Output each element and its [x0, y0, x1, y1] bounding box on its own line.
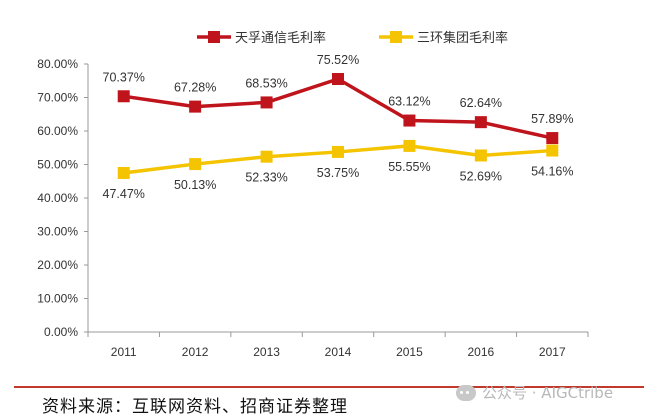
- watermark-text: 公众号 · AIGCtribe: [482, 384, 614, 402]
- data-point-marker: [474, 116, 487, 129]
- data-labels: 70.37% 67.28% 68.53% 75.52% 63.12% 62.64% 57.8…: [103, 53, 574, 201]
- data-point-marker: [546, 144, 559, 157]
- data-point-marker: [189, 100, 202, 113]
- data-point-marker: [117, 90, 130, 103]
- x-axis: 2011 2012 2013 2014 2015 2016 2017: [87, 331, 589, 359]
- y-tick-label: 60.00%: [37, 124, 78, 138]
- legend-label: 天孚通信毛利率: [235, 30, 326, 46]
- data-point-marker: [189, 158, 202, 171]
- x-tick-label: 2014: [325, 345, 352, 359]
- legend: 天孚通信毛利率 三环集团毛利率: [197, 30, 508, 46]
- y-tick-label: 10.00%: [37, 292, 78, 306]
- y-tick-label: 80.00%: [37, 57, 78, 71]
- data-label: 70.37%: [103, 70, 145, 84]
- y-tick-label: 20.00%: [37, 258, 78, 272]
- data-point-marker: [332, 73, 344, 86]
- data-label: 68.53%: [245, 76, 287, 90]
- y-tick-label: 0.00%: [44, 325, 78, 339]
- x-tick-label: 2011: [111, 345, 137, 359]
- data-label: 52.33%: [245, 171, 287, 185]
- legend-swatch-marker: [390, 31, 402, 43]
- y-tick-label: 70.00%: [37, 91, 78, 105]
- data-point-marker: [260, 96, 273, 109]
- data-label: 47.47%: [103, 187, 145, 201]
- x-tick-label: 2015: [396, 345, 423, 359]
- data-label: 63.12%: [388, 95, 430, 109]
- x-tick-label: 2012: [182, 345, 209, 359]
- data-label: 54.16%: [531, 165, 573, 179]
- data-label: 75.52%: [317, 53, 359, 67]
- y-tick-label: 30.00%: [37, 225, 78, 239]
- watermark: 公众号 · AIGCtribe: [456, 382, 613, 403]
- data-label: 53.75%: [317, 166, 359, 180]
- data-point-marker: [260, 150, 273, 163]
- data-point-marker: [117, 166, 130, 179]
- legend-label: 三环集团毛利率: [417, 30, 508, 46]
- y-tick-label: 50.00%: [37, 158, 78, 172]
- x-tick-label: 2016: [468, 345, 495, 359]
- legend-item-2: 三环集团毛利率: [379, 30, 508, 46]
- data-label: 52.69%: [460, 169, 502, 183]
- y-axis: 0.00% 10.00% 20.00% 30.00% 40.00% 50.00% 60.00…: [37, 57, 89, 339]
- legend-swatch-marker: [208, 31, 220, 43]
- data-point-marker: [474, 149, 487, 162]
- data-point-marker: [332, 145, 344, 158]
- source-note: 资料来源：互联网资料、招商证券整理: [42, 397, 348, 417]
- data-label: 57.89%: [531, 112, 573, 126]
- y-tick-label: 40.00%: [37, 191, 78, 205]
- legend-item-1: 天孚通信毛利率: [197, 30, 326, 46]
- x-tick-label: 2017: [539, 345, 566, 359]
- data-label: 62.64%: [460, 96, 502, 110]
- data-label: 55.55%: [388, 160, 430, 174]
- data-point-marker: [546, 132, 559, 145]
- data-point-marker: [403, 114, 416, 127]
- data-label: 67.28%: [174, 81, 216, 95]
- series-layer: [117, 73, 559, 179]
- wechat-icon: [456, 384, 476, 401]
- x-tick-label: 2013: [253, 345, 280, 359]
- data-label: 50.13%: [174, 178, 216, 192]
- data-point-marker: [403, 139, 416, 152]
- footer-divider: [14, 386, 644, 388]
